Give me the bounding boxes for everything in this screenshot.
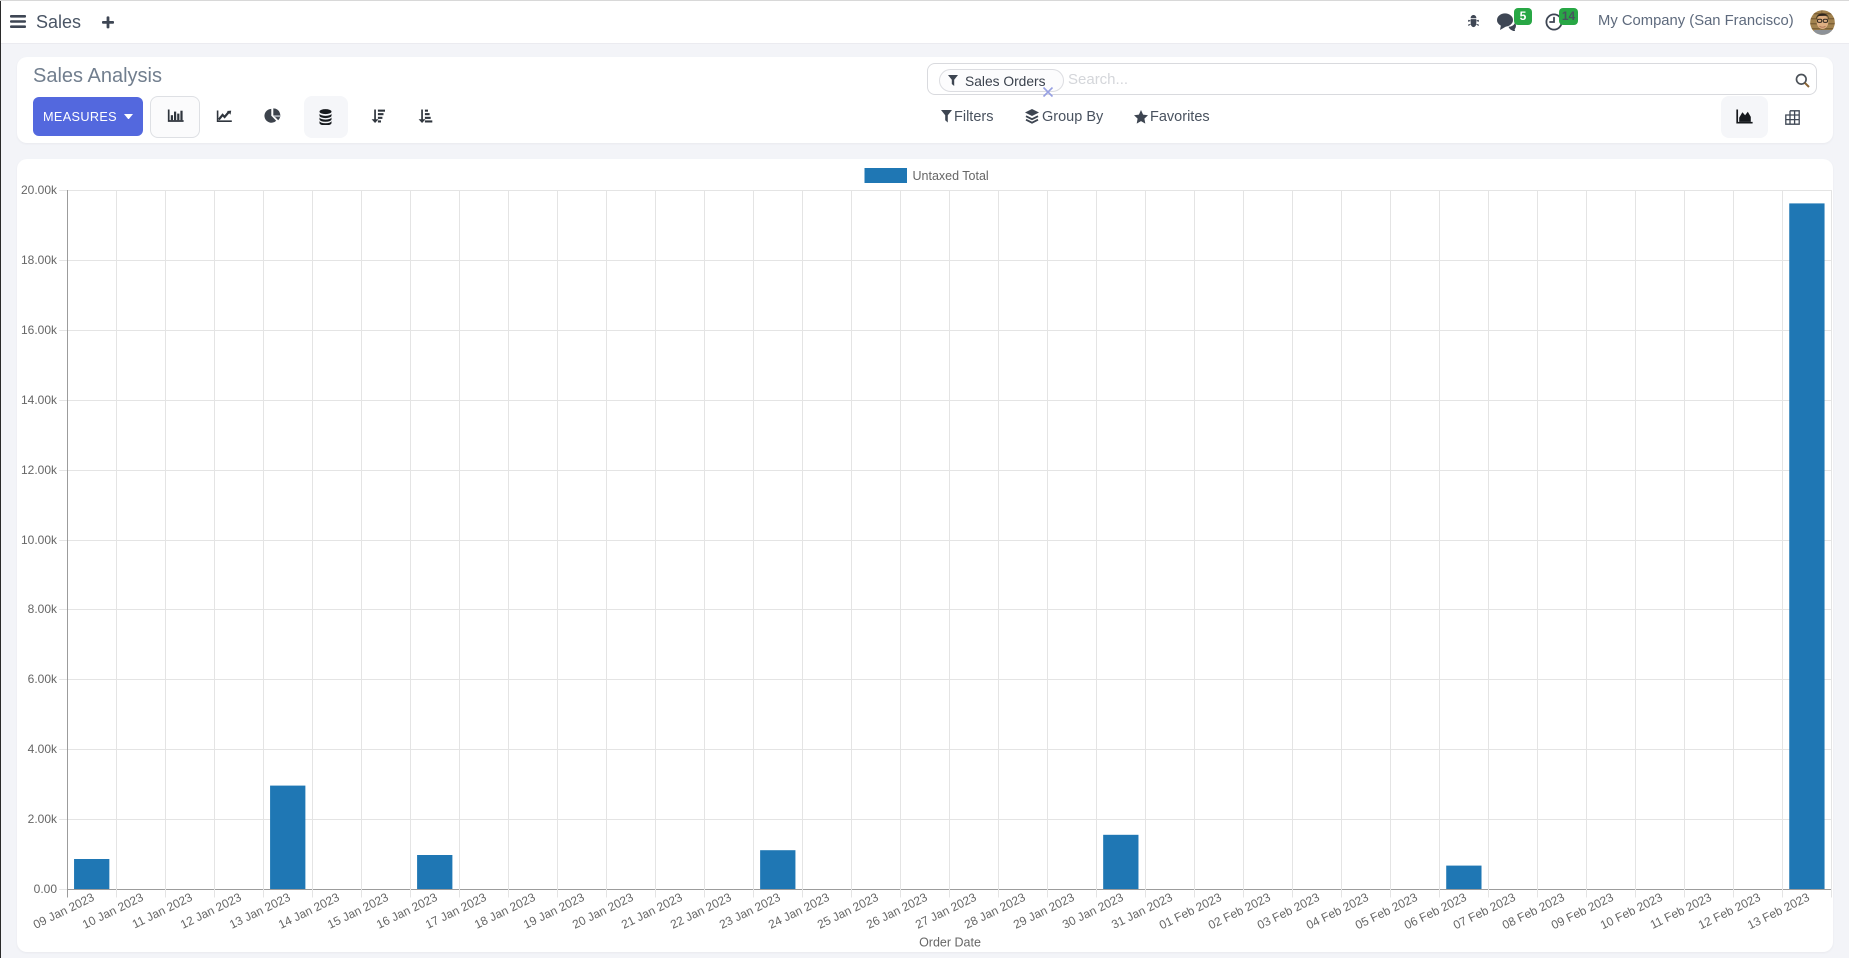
svg-text:14.00k: 14.00k [21,393,58,407]
svg-text:0.00: 0.00 [34,882,58,896]
svg-text:18.00k: 18.00k [21,253,58,267]
svg-text:4.00k: 4.00k [28,742,58,756]
svg-text:Order Date: Order Date [919,936,981,950]
svg-text:8.00k: 8.00k [28,602,58,616]
svg-text:Untaxed Total: Untaxed Total [913,169,989,183]
svg-text:10.00k: 10.00k [21,533,58,547]
svg-text:6.00k: 6.00k [28,672,58,686]
svg-text:12.00k: 12.00k [21,463,58,477]
svg-text:16.00k: 16.00k [21,323,58,337]
svg-text:20.00k: 20.00k [21,183,58,197]
svg-text:2.00k: 2.00k [28,812,58,826]
